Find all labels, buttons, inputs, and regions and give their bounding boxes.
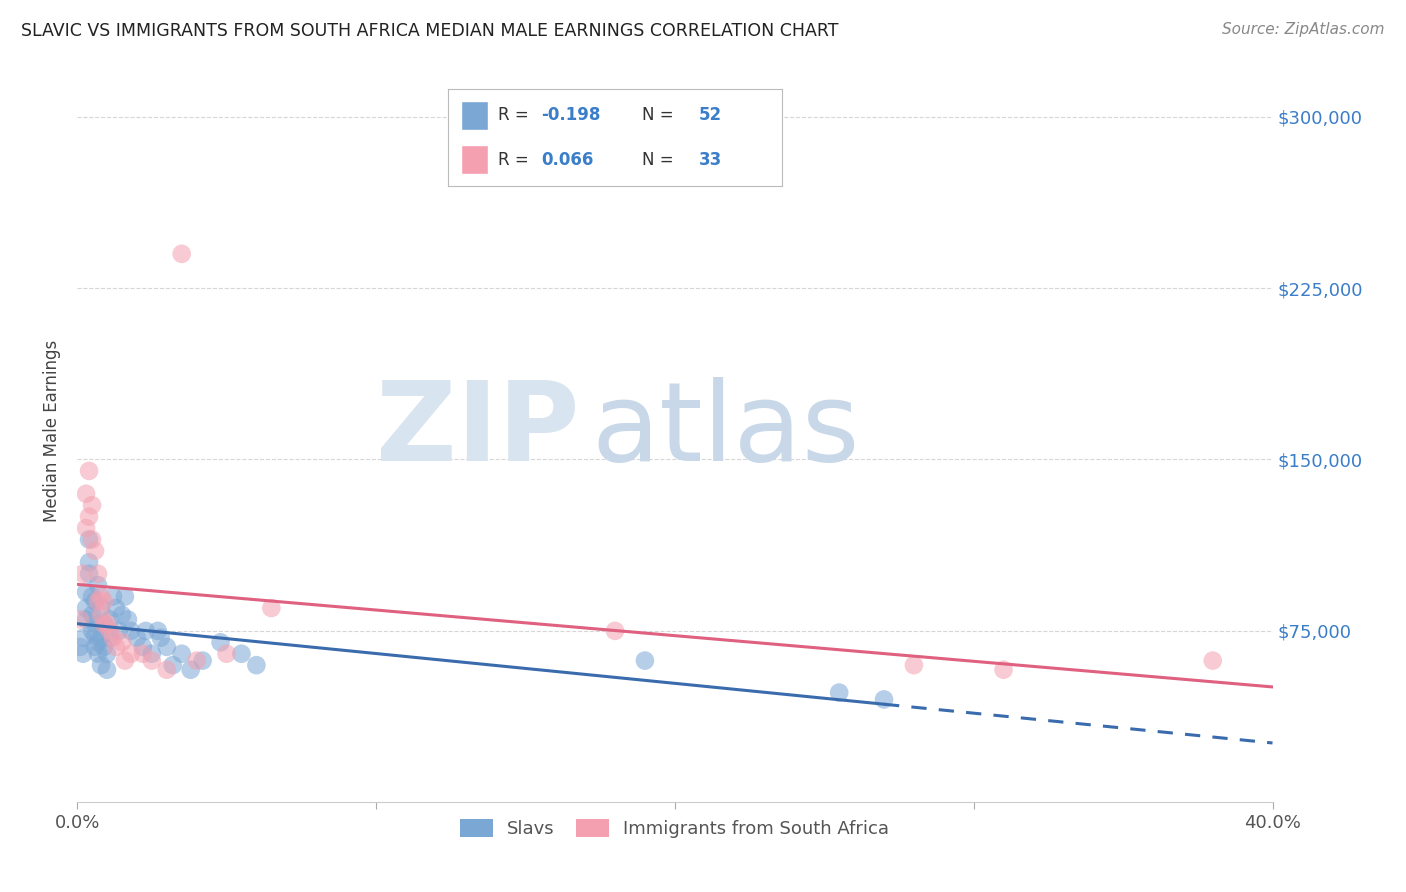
Point bbox=[75, 585, 97, 599]
Point bbox=[87, 647, 110, 661]
Point bbox=[72, 647, 94, 661]
Point bbox=[87, 578, 110, 592]
Point bbox=[170, 247, 193, 261]
Point bbox=[191, 654, 214, 668]
Point bbox=[180, 663, 202, 677]
Point bbox=[84, 617, 107, 632]
Point bbox=[77, 555, 100, 569]
Point bbox=[111, 607, 134, 622]
Point bbox=[828, 685, 851, 699]
Point bbox=[903, 658, 925, 673]
Point bbox=[156, 663, 179, 677]
Point bbox=[215, 647, 238, 661]
Point bbox=[98, 612, 121, 626]
Text: atlas: atlas bbox=[591, 377, 859, 484]
Point bbox=[120, 647, 142, 661]
Point bbox=[114, 590, 136, 604]
Point bbox=[132, 640, 155, 654]
Point bbox=[141, 654, 163, 668]
Point bbox=[135, 624, 157, 638]
Point bbox=[146, 624, 169, 638]
Point bbox=[603, 624, 626, 638]
Point bbox=[87, 594, 110, 608]
Point bbox=[87, 635, 110, 649]
Legend: Slavs, Immigrants from South Africa: Slavs, Immigrants from South Africa bbox=[453, 812, 897, 846]
Point bbox=[125, 631, 148, 645]
Point bbox=[93, 594, 115, 608]
Point bbox=[149, 631, 172, 645]
Point bbox=[634, 654, 657, 668]
Point bbox=[114, 654, 136, 668]
Point bbox=[84, 628, 107, 642]
Point bbox=[132, 647, 155, 661]
Point bbox=[245, 658, 267, 673]
Point bbox=[156, 640, 179, 654]
Point bbox=[90, 607, 112, 622]
Point bbox=[231, 647, 253, 661]
Point bbox=[80, 498, 103, 512]
Point bbox=[75, 521, 97, 535]
Point bbox=[101, 590, 124, 604]
Point bbox=[993, 663, 1015, 677]
Point bbox=[96, 647, 118, 661]
Point bbox=[93, 617, 115, 632]
Point bbox=[84, 594, 107, 608]
Point bbox=[170, 647, 193, 661]
Point bbox=[77, 509, 100, 524]
Point bbox=[90, 601, 112, 615]
Point bbox=[75, 612, 97, 626]
Point bbox=[72, 631, 94, 645]
Point bbox=[104, 640, 127, 654]
Text: ZIP: ZIP bbox=[375, 377, 579, 484]
Point bbox=[98, 631, 121, 645]
Point bbox=[120, 624, 142, 638]
Point bbox=[98, 624, 121, 638]
Point bbox=[84, 640, 107, 654]
Point bbox=[75, 601, 97, 615]
Point bbox=[77, 464, 100, 478]
Text: SLAVIC VS IMMIGRANTS FROM SOUTH AFRICA MEDIAN MALE EARNINGS CORRELATION CHART: SLAVIC VS IMMIGRANTS FROM SOUTH AFRICA M… bbox=[21, 22, 838, 40]
Point bbox=[80, 607, 103, 622]
Text: Source: ZipAtlas.com: Source: ZipAtlas.com bbox=[1222, 22, 1385, 37]
Point bbox=[69, 612, 91, 626]
Point bbox=[104, 601, 127, 615]
Point bbox=[80, 533, 103, 547]
Point bbox=[96, 663, 118, 677]
Point bbox=[90, 590, 112, 604]
Point bbox=[117, 612, 139, 626]
Point bbox=[93, 617, 115, 632]
Point bbox=[186, 654, 208, 668]
Point bbox=[108, 624, 131, 638]
Point bbox=[80, 590, 103, 604]
Point bbox=[162, 658, 184, 673]
Point bbox=[141, 647, 163, 661]
Point bbox=[77, 533, 100, 547]
Point bbox=[93, 640, 115, 654]
Point bbox=[260, 601, 283, 615]
Point bbox=[72, 566, 94, 581]
Point bbox=[111, 635, 134, 649]
Point bbox=[69, 640, 91, 654]
Point bbox=[87, 566, 110, 581]
Point bbox=[101, 631, 124, 645]
Point bbox=[873, 692, 896, 706]
Point bbox=[84, 544, 107, 558]
Point bbox=[1202, 654, 1225, 668]
Point bbox=[80, 624, 103, 638]
Point bbox=[75, 487, 97, 501]
Point bbox=[209, 635, 232, 649]
Point bbox=[90, 631, 112, 645]
Y-axis label: Median Male Earnings: Median Male Earnings bbox=[44, 340, 60, 522]
Point bbox=[96, 617, 118, 632]
Point bbox=[90, 658, 112, 673]
Point bbox=[77, 566, 100, 581]
